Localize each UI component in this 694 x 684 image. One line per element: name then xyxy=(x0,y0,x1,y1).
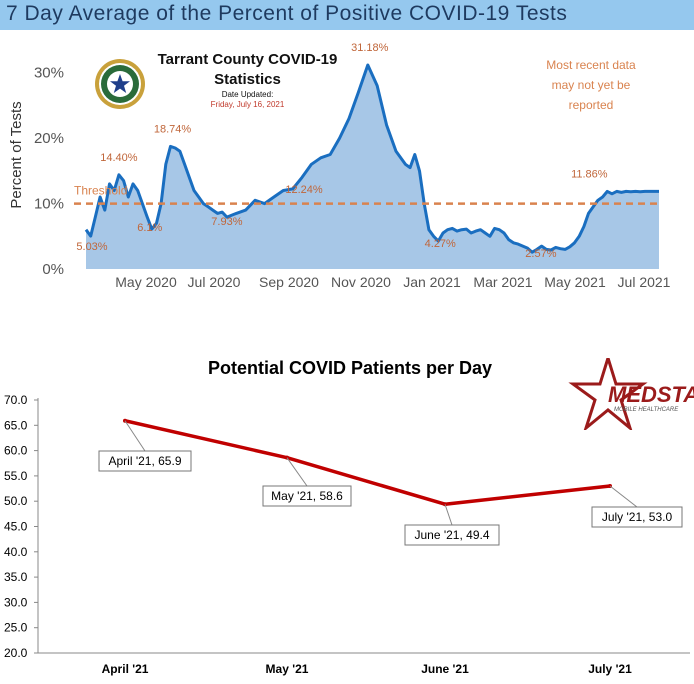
patients-chart: Potential COVID Patients per Day 20.0 25.0… xyxy=(4,358,690,676)
data-label: 4.27% xyxy=(425,238,456,250)
callout-label: April '21, 65.9 xyxy=(108,454,181,468)
y-tick-label: 10% xyxy=(34,196,64,213)
y-tick-label: 25.0 xyxy=(4,621,28,635)
date-updated-value: Friday, July 16, 2021 xyxy=(210,100,285,109)
date-updated-label: Date Updated: xyxy=(221,90,274,99)
county-seal-icon xyxy=(95,59,145,109)
x-tick-label: May '21 xyxy=(266,662,309,676)
x-tick-label: July '21 xyxy=(588,662,632,676)
y-tick-label: 65.0 xyxy=(4,418,28,432)
x-tick-label: May 2020 xyxy=(115,274,177,290)
logo-tagline: MOBILE HEALTHCARE xyxy=(614,407,679,413)
data-label: 6.1% xyxy=(137,222,162,234)
callout-label: May '21, 58.6 xyxy=(271,489,343,503)
x-tick-label: Jul 2021 xyxy=(618,274,671,290)
data-label: 5.03% xyxy=(76,241,107,253)
patients-line xyxy=(124,418,611,506)
y-tick-label: 45.0 xyxy=(4,520,28,534)
x-tick-label: Jan 2021 xyxy=(403,274,461,290)
recent-note-line2: may not yet be xyxy=(551,78,631,92)
y-tick-label: 40.0 xyxy=(4,545,28,559)
y-tick-label: 30% xyxy=(34,65,64,82)
data-callout: May '21, 58.6 xyxy=(262,457,352,507)
banner-title: 7 Day Average of the Percent of Positive… xyxy=(6,2,568,25)
data-label: 18.74% xyxy=(154,123,192,135)
threshold-label: Threshold xyxy=(74,184,127,198)
data-label: 31.18% xyxy=(351,42,389,54)
x-tick-label: April '21 xyxy=(102,662,149,676)
info-title-line1: Tarrant County COVID-19 xyxy=(157,51,338,68)
y-tick-label: 0% xyxy=(42,261,64,278)
positivity-chart: 0% 10% 20% 30% Percent of Tests Threshold May … xyxy=(8,42,671,290)
y-tick-label: 20.0 xyxy=(4,646,28,660)
recent-note-line3: reported xyxy=(568,98,614,112)
callout-box xyxy=(591,506,683,528)
y-tick-label: 20% xyxy=(34,130,64,147)
x-tick-label: May 2021 xyxy=(544,274,606,290)
y-tick-label: 50.0 xyxy=(4,494,28,508)
x-tick-label: June '21 xyxy=(421,662,469,676)
data-label: 14.40% xyxy=(100,152,138,164)
callout-leader xyxy=(286,457,308,487)
data-label: 7.93% xyxy=(211,216,242,228)
data-callout: June '21, 49.4 xyxy=(404,504,500,546)
callout-leader xyxy=(444,504,453,526)
y-tick-label: 70.0 xyxy=(4,393,28,407)
data-callout: April '21, 65.9 xyxy=(98,420,192,472)
county-info-box: Tarrant County COVID-19 Statistics Date … xyxy=(150,50,345,110)
positivity-line xyxy=(84,63,659,254)
callout-label: June '21, 49.4 xyxy=(414,528,489,542)
data-callout: July '21, 53.0 xyxy=(591,485,683,528)
x-tick-label: Sep 2020 xyxy=(259,274,319,290)
logo-wordmark: MEDSTAR xyxy=(608,382,694,407)
title-banner: 7 Day Average of the Percent of Positive… xyxy=(0,0,694,30)
x-tick-label: Mar 2021 xyxy=(473,274,532,290)
y-tick-label: 60.0 xyxy=(4,444,28,458)
x-tick-label: Nov 2020 xyxy=(331,274,391,290)
medstar-logo-icon: MEDSTAR MOBILE HEALTHCARE xyxy=(568,358,694,430)
recent-note-line1: Most recent data xyxy=(546,58,636,72)
data-label: 11.86% xyxy=(571,168,608,180)
data-label: 12.24% xyxy=(285,184,323,196)
info-title-line2: Statistics xyxy=(214,71,281,88)
x-tick-label: Jul 2020 xyxy=(188,274,241,290)
callout-leader xyxy=(609,485,638,508)
chart-title: Potential COVID Patients per Day xyxy=(208,358,492,378)
callout-leader xyxy=(124,420,146,452)
callout-label: July '21, 53.0 xyxy=(602,510,673,524)
data-label: 2.57% xyxy=(525,248,556,260)
callout-box xyxy=(98,450,192,472)
y-tick-label: 30.0 xyxy=(4,595,28,609)
callout-box xyxy=(262,485,352,507)
recent-data-note: Most recent data may not yet be reported xyxy=(532,55,650,115)
y-axis-label: Percent of Tests xyxy=(8,101,25,208)
positivity-area xyxy=(86,65,659,269)
callout-box xyxy=(404,524,500,546)
y-tick-label: 35.0 xyxy=(4,570,28,584)
y-tick-label: 55.0 xyxy=(4,469,28,483)
